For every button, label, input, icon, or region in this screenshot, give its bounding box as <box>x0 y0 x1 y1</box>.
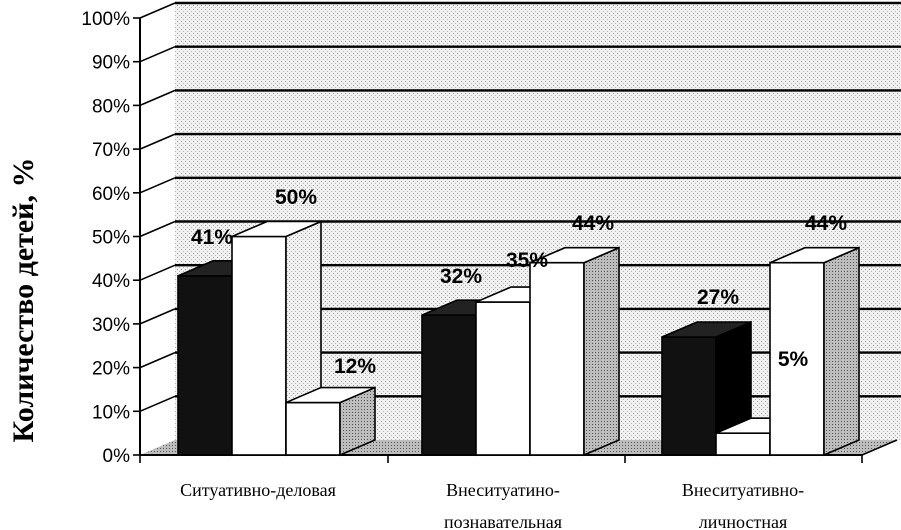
bar-top <box>661 321 752 338</box>
x-category-line: Внеситуатино- <box>446 480 560 500</box>
bar-front <box>529 261 585 456</box>
y-axis-label: Количество детей, % <box>7 158 40 443</box>
bar-front <box>231 235 287 456</box>
x-category-line: личностная <box>699 512 788 530</box>
gridline-depth <box>139 177 176 194</box>
gridline-depth <box>139 264 176 281</box>
y-tick-label: 0% <box>103 446 131 467</box>
y-tick-label: 70% <box>92 140 130 161</box>
gridline-depth <box>139 308 176 325</box>
x-category-label: Внеситуатино-познавательная <box>444 480 562 530</box>
gridline-depth <box>139 133 176 150</box>
data-label: 50% <box>275 186 317 209</box>
data-labels: 41% 50% 12% 32% 35% 44% 27% 5% 44% <box>191 186 847 378</box>
x-category-line: познавательная <box>444 512 562 530</box>
bar-front <box>421 314 477 456</box>
bar-front <box>769 261 825 456</box>
bar-front <box>715 432 771 456</box>
data-label: 32% <box>440 265 482 288</box>
bar-front <box>475 301 531 456</box>
x-category-line: Внеситуативно- <box>682 480 804 500</box>
y-tick-label: 100% <box>81 9 130 30</box>
x-category-line: Ситуативно-деловая <box>180 480 336 500</box>
y-tick-label: 10% <box>92 402 130 423</box>
gridline-depth <box>139 220 176 238</box>
data-label: 41% <box>191 226 233 249</box>
gridline-depth <box>139 45 176 63</box>
bar-top <box>529 246 620 264</box>
data-label: 12% <box>334 355 376 378</box>
data-label: 5% <box>778 348 809 371</box>
bar-side <box>823 246 860 457</box>
bar-side <box>583 246 620 457</box>
y-tick-label: 90% <box>92 53 130 74</box>
gridline-depth <box>139 89 176 107</box>
y-tick-label: 80% <box>92 96 130 117</box>
data-label: 27% <box>697 286 739 309</box>
x-category-label: Внеситуативно-личностная <box>682 480 804 530</box>
bar-top <box>231 220 322 238</box>
y-ticks: 0% 10% 20% 30% 40% 50% 60% 70% 80% 90% 100% <box>81 9 130 467</box>
data-label: 35% <box>506 249 548 272</box>
x-category-label: Ситуативно-деловая <box>180 480 336 500</box>
y-tick-label: 20% <box>92 359 130 380</box>
x-categories: Ситуативно-деловая Внеситуатино-познавате… <box>180 480 804 530</box>
bars <box>177 220 860 457</box>
gridline-depth <box>139 351 176 369</box>
floor-edge <box>861 439 898 456</box>
data-label: 44% <box>805 212 847 235</box>
data-label: 44% <box>572 212 614 235</box>
bar-top <box>285 386 376 404</box>
bar-front <box>177 275 233 456</box>
bar-front <box>285 401 341 456</box>
bar-top <box>769 246 860 264</box>
gridline-depth <box>139 395 176 413</box>
bar-front <box>661 336 717 456</box>
gridline-depth <box>139 2 176 19</box>
y-tick-label: 50% <box>92 228 130 249</box>
y-tick-label: 60% <box>92 184 130 205</box>
y-tick-label: 40% <box>92 271 130 292</box>
y-tick-label: 30% <box>92 315 130 336</box>
